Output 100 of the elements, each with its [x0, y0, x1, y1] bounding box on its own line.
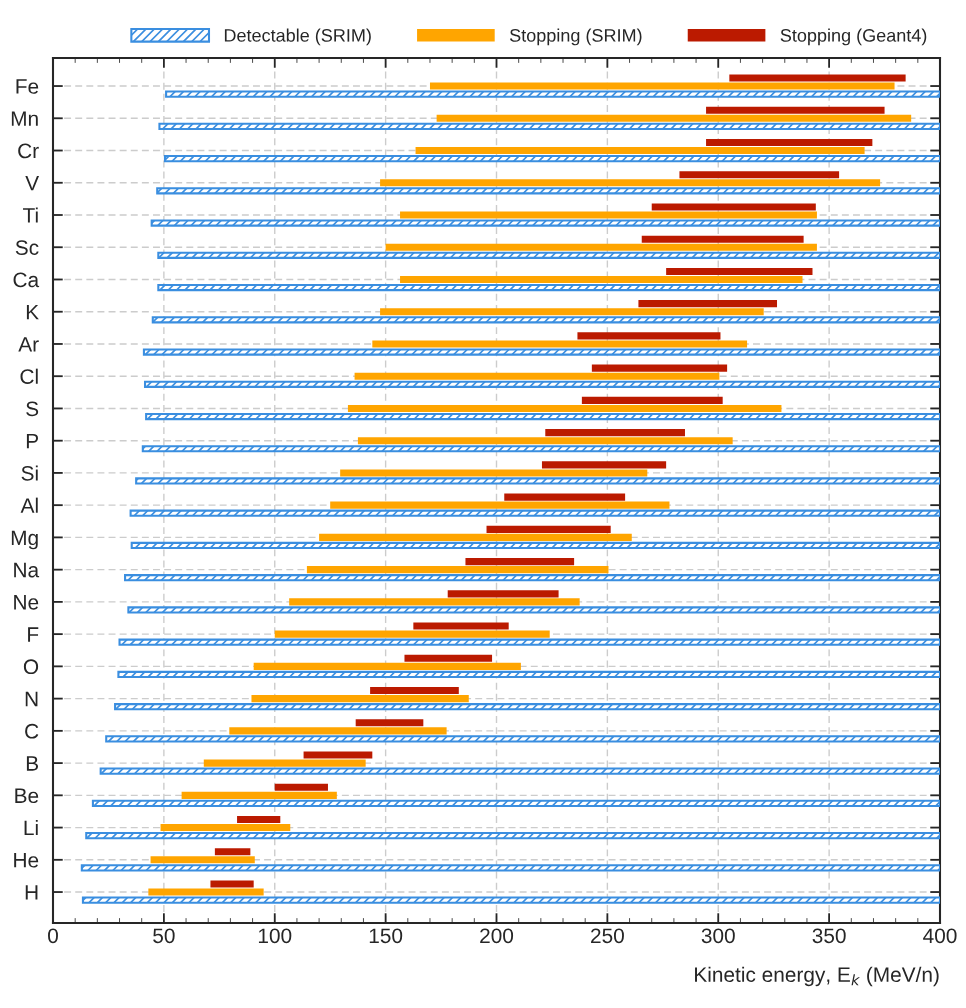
bar — [372, 340, 748, 348]
bar — [591, 364, 728, 372]
y-tick-label: N — [25, 691, 38, 707]
y-tick-label: Li — [24, 820, 38, 836]
bar — [80, 864, 940, 872]
y-tick-label: C — [25, 723, 39, 739]
y-tick-label: K — [26, 304, 39, 320]
bar — [237, 815, 281, 824]
x-tick-label: 50 — [153, 928, 175, 944]
bar — [156, 187, 940, 195]
bar — [157, 283, 940, 292]
bar — [400, 275, 803, 284]
bar — [706, 138, 873, 147]
y-tick-label: Ar — [18, 337, 39, 352]
bar — [380, 179, 881, 187]
bar — [85, 832, 940, 840]
bar — [303, 751, 373, 759]
bar — [114, 703, 940, 711]
bar — [91, 799, 940, 808]
y-tick-label: He — [14, 853, 39, 868]
bar — [163, 154, 940, 163]
x-tick-label: 350 — [812, 928, 846, 944]
legend-label: Stopping (SRIM) — [509, 28, 642, 46]
x-tick-label: 100 — [258, 928, 292, 944]
y-tick-label: F — [28, 627, 39, 642]
bar — [141, 445, 940, 453]
bar — [143, 380, 940, 388]
y-tick-label: Si — [21, 465, 38, 481]
bar — [545, 429, 685, 437]
bar — [638, 300, 778, 308]
bar — [289, 598, 580, 606]
x-tick-label: 400 — [923, 928, 957, 944]
bar — [158, 122, 940, 130]
bar — [181, 791, 337, 799]
y-tick-label: S — [26, 401, 39, 417]
bar — [306, 566, 609, 574]
y-tick-label: Sc — [15, 240, 39, 255]
x-tick-label: 250 — [591, 928, 624, 944]
x-tick-label: 150 — [369, 928, 403, 944]
bar — [105, 735, 940, 743]
bar — [370, 687, 459, 695]
x-tick-label: 300 — [701, 928, 735, 944]
bar — [203, 759, 366, 767]
bar — [729, 74, 906, 82]
bar — [142, 348, 940, 356]
bar — [157, 251, 940, 259]
x-tick-label: 200 — [480, 928, 514, 944]
bar — [160, 824, 291, 832]
y-tick-label: Ti — [23, 207, 38, 223]
bar — [666, 267, 813, 275]
bar — [504, 493, 626, 501]
bar — [486, 525, 611, 533]
y-tick-label: Mg — [11, 530, 38, 550]
x-tick-label: 0 — [48, 928, 58, 944]
bar — [447, 590, 559, 598]
bar — [274, 630, 550, 638]
bar — [385, 243, 817, 251]
bar — [380, 308, 764, 316]
bar — [81, 896, 940, 904]
bar — [541, 461, 667, 469]
bar — [210, 880, 254, 888]
bar — [130, 541, 940, 550]
bar — [415, 146, 865, 155]
bar — [118, 638, 940, 646]
bar — [357, 437, 733, 445]
y-tick-label: Na — [14, 562, 40, 578]
bar — [641, 235, 804, 243]
y-tick-label: Fe — [16, 79, 39, 94]
bar — [135, 477, 940, 485]
bar — [150, 219, 940, 227]
bar — [229, 727, 447, 735]
bar — [274, 783, 328, 791]
bar — [124, 574, 940, 582]
y-tick-label: Mn — [11, 111, 38, 126]
y-tick-label: Cl — [20, 368, 38, 384]
bar — [319, 533, 632, 541]
bar — [465, 558, 575, 566]
y-tick-label: H — [25, 885, 38, 900]
bar — [355, 719, 424, 727]
bar — [413, 622, 509, 630]
bar — [127, 606, 940, 614]
bar — [117, 670, 940, 679]
bar — [581, 396, 723, 404]
y-tick-label: P — [26, 433, 39, 449]
y-tick-label: Be — [15, 788, 39, 804]
x-axis-title: Kinetic energy, E$_{k}$ (MeV/n) — [695, 966, 939, 987]
bar — [129, 509, 940, 517]
bar — [347, 404, 782, 412]
y-tick-label: Cr — [18, 143, 39, 159]
bar — [145, 412, 940, 421]
y-tick-label: V — [25, 175, 40, 191]
y-tick-label: Al — [20, 497, 38, 513]
bar — [148, 888, 264, 896]
y-tick-label: O — [23, 659, 39, 675]
legend-label: Stopping (Geant4) — [780, 28, 927, 46]
y-tick-label: Ca — [13, 272, 40, 288]
bar — [150, 856, 255, 864]
bar — [651, 203, 816, 211]
bar — [354, 372, 720, 380]
bar — [340, 469, 648, 477]
